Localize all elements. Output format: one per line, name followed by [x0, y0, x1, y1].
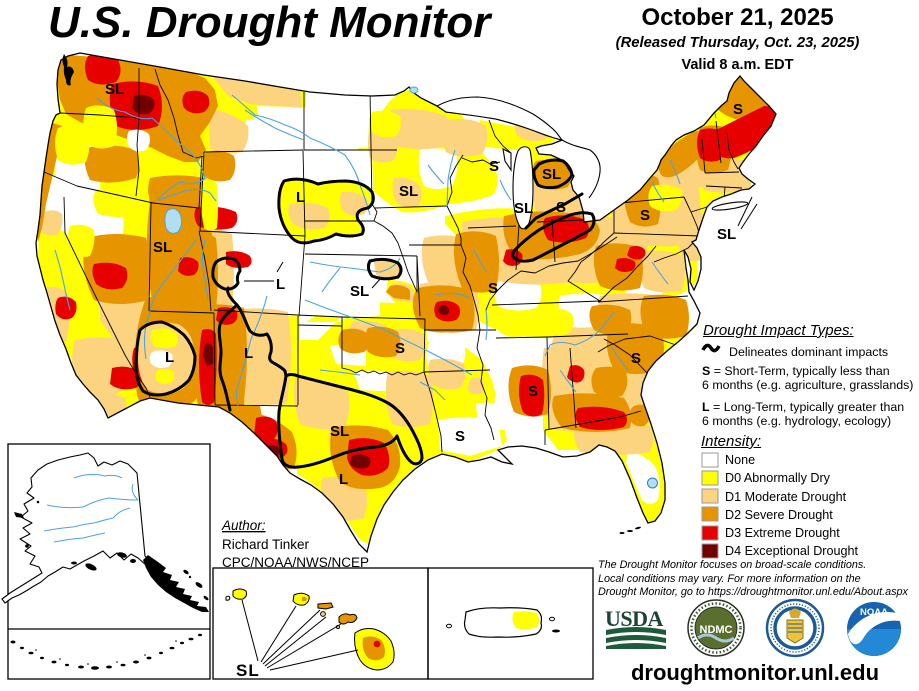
svg-text:NDMC: NDMC — [700, 624, 733, 636]
svg-text:SL: SL — [350, 283, 369, 300]
svg-text:S: S — [395, 340, 405, 357]
svg-text:L: L — [296, 189, 305, 206]
svg-text:S: S — [528, 383, 538, 400]
svg-text:L: L — [165, 349, 174, 366]
svg-text:SL: SL — [330, 423, 349, 440]
svg-text:SL: SL — [717, 226, 736, 243]
svg-text:SL: SL — [399, 183, 418, 200]
svg-text:NOAA: NOAA — [860, 607, 888, 618]
svg-text:SL: SL — [105, 81, 124, 98]
svg-text:S: S — [489, 158, 499, 175]
svg-text:SL: SL — [514, 200, 533, 217]
svg-text:S: S — [640, 207, 650, 224]
svg-text:S: S — [488, 280, 498, 297]
svg-text:L: L — [339, 471, 348, 488]
svg-text:Author:: Author: — [221, 518, 266, 533]
svg-text:USDA: USDA — [605, 606, 664, 631]
svg-text:L: L — [244, 345, 253, 362]
svg-text:Richard Tinker: Richard Tinker — [222, 537, 310, 552]
svg-text:SL: SL — [542, 166, 561, 183]
svg-text:CPC/NOAA/NWS/NCEP: CPC/NOAA/NWS/NCEP — [222, 555, 369, 570]
svg-text:S: S — [455, 428, 465, 445]
svg-text:SL: SL — [153, 239, 172, 256]
svg-text:SL: SL — [236, 661, 260, 680]
svg-text:S: S — [631, 350, 641, 367]
svg-text:S: S — [733, 101, 743, 118]
svg-text:S: S — [556, 199, 566, 216]
svg-text:L: L — [276, 276, 285, 293]
